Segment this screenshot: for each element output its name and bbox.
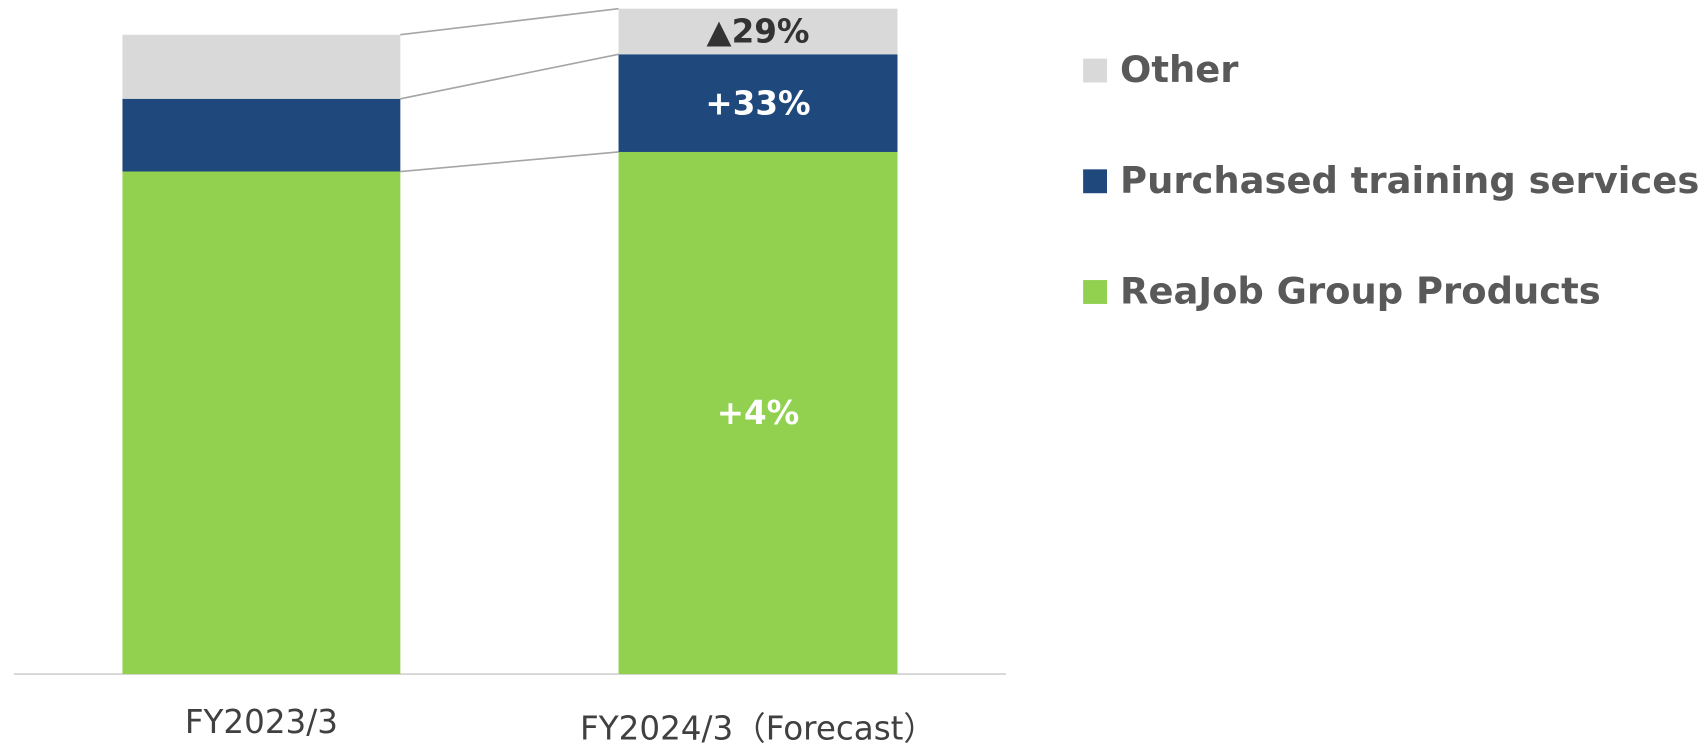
- connector-line: [400, 7, 619, 36]
- legend-swatch: [1083, 169, 1108, 194]
- bar-segment: [122, 98, 401, 172]
- legend-label: Other: [1120, 48, 1239, 91]
- bar-segment: [122, 34, 401, 99]
- x-tick-label: FY2024/3（Forecast）: [580, 710, 936, 748]
- x-tick-label: FY2023/3: [185, 703, 338, 741]
- connector-line: [400, 151, 619, 173]
- legend-swatch: [1083, 58, 1108, 83]
- legend-swatch: [1083, 280, 1108, 304]
- data-label: +4%: [717, 394, 800, 432]
- bar-segment: [618, 54, 898, 152]
- connector-line: [400, 53, 619, 100]
- bar-segment: [122, 171, 401, 675]
- legend-label: ReaJob Group Products: [1120, 270, 1601, 313]
- bar-segment: [618, 151, 898, 675]
- bar-segment: [618, 8, 898, 55]
- legend-label: Purchased training services: [1120, 159, 1699, 202]
- data-label: ▲29%: [707, 13, 810, 51]
- data-label: +33%: [705, 84, 810, 122]
